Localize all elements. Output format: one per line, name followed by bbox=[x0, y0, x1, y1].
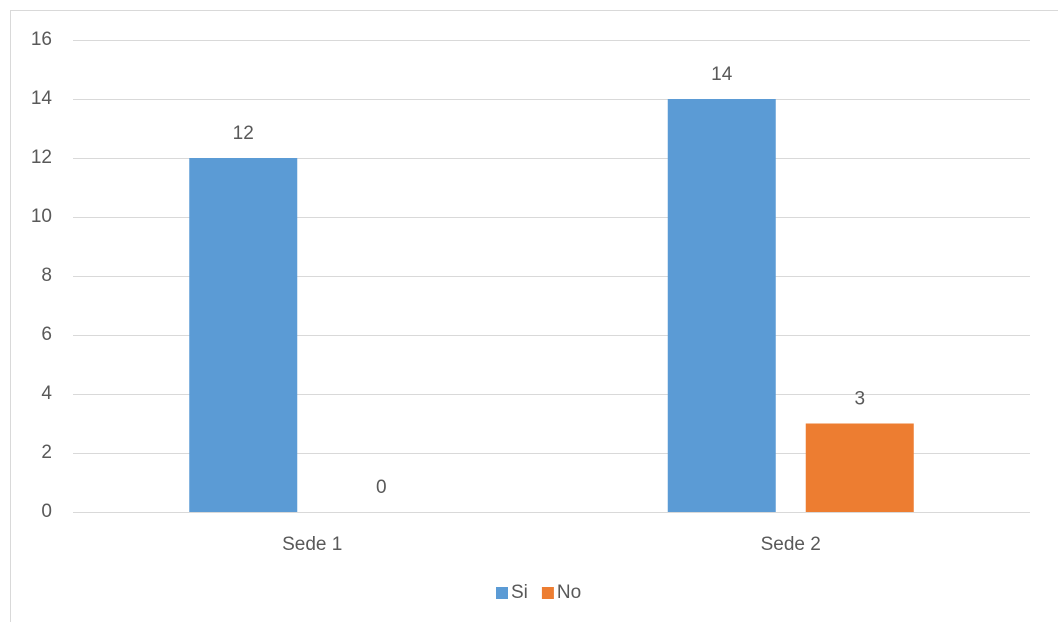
data-label: 14 bbox=[711, 64, 733, 85]
x-tick-label: Sede 2 bbox=[761, 534, 821, 555]
y-tick-label: 14 bbox=[31, 88, 53, 109]
bar bbox=[189, 158, 298, 512]
y-tick-label: 16 bbox=[31, 29, 52, 50]
legend-swatch bbox=[541, 587, 554, 599]
y-tick-label: 6 bbox=[41, 324, 52, 345]
bar bbox=[667, 99, 776, 512]
y-tick-label: 4 bbox=[41, 383, 52, 404]
bar bbox=[805, 423, 914, 512]
legend-label: No bbox=[557, 582, 581, 603]
y-tick-label: 2 bbox=[41, 442, 52, 463]
chart-border bbox=[10, 10, 1058, 622]
x-tick-label: Sede 1 bbox=[282, 534, 342, 555]
y-tick-label: 12 bbox=[31, 147, 52, 168]
data-label: 3 bbox=[854, 389, 865, 410]
legend-swatch bbox=[496, 587, 508, 599]
data-label: 12 bbox=[233, 123, 254, 144]
data-label: 0 bbox=[376, 477, 387, 498]
y-tick-label: 8 bbox=[41, 265, 52, 286]
y-tick-label: 10 bbox=[31, 206, 52, 227]
y-tick-label: 0 bbox=[41, 501, 52, 522]
legend-label: Si bbox=[511, 582, 528, 603]
